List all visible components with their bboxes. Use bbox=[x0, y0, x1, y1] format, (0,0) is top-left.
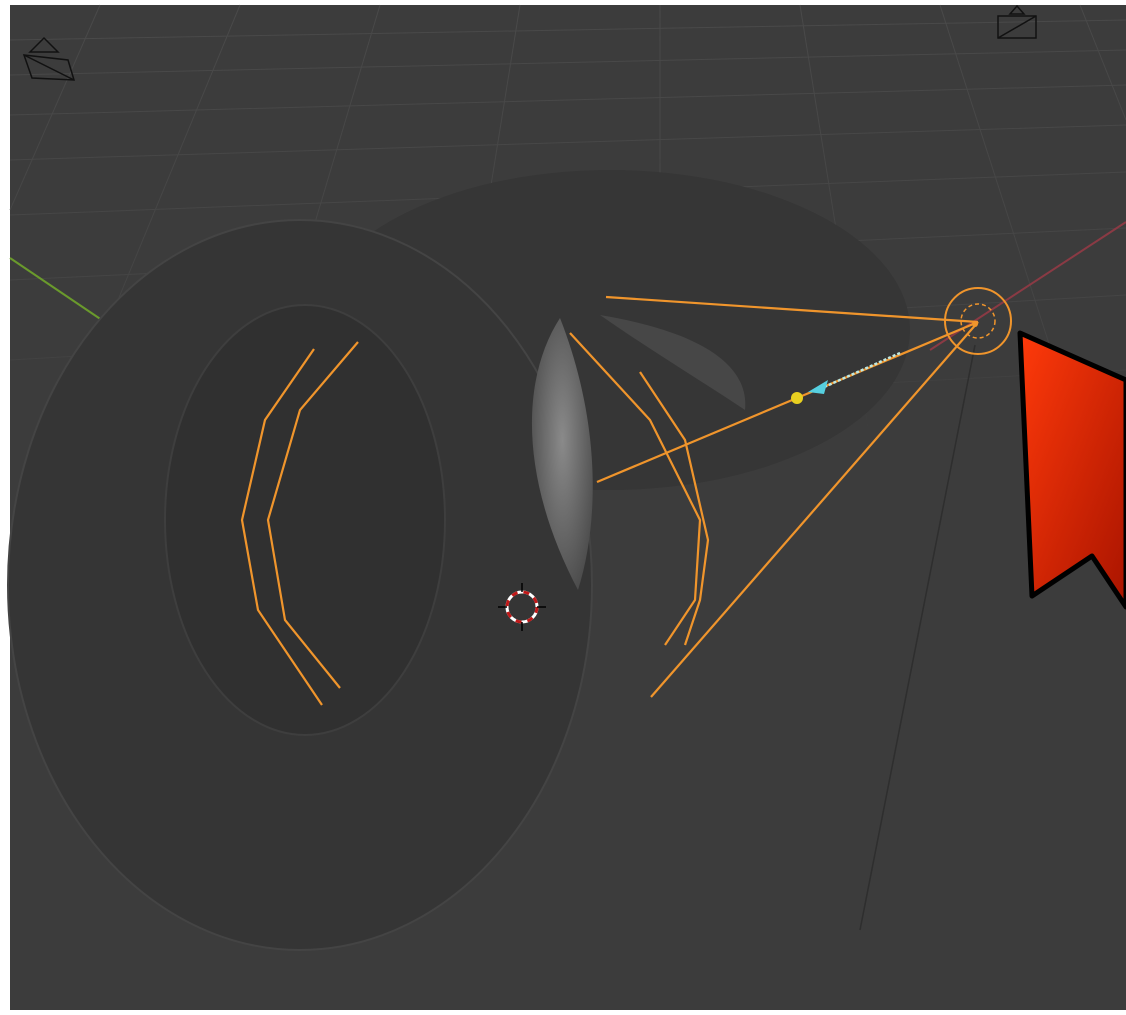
spot-light-gizmo[interactable] bbox=[944, 287, 1012, 355]
3d-cursor[interactable] bbox=[498, 583, 546, 631]
camera-edge bbox=[23, 54, 75, 81]
annotation-arrow bbox=[1017, 330, 1126, 610]
light-cone-arc bbox=[569, 332, 702, 646]
light-direction-line bbox=[859, 344, 976, 931]
camera-edge bbox=[997, 15, 1037, 39]
light-cone-line bbox=[596, 396, 798, 484]
grid-line bbox=[9, 49, 1126, 76]
light-target-line bbox=[821, 351, 901, 390]
grid-line bbox=[1079, 4, 1126, 121]
spot-light-inner bbox=[960, 303, 996, 339]
camera-icon[interactable] bbox=[22, 36, 76, 81]
torus-hole bbox=[164, 304, 446, 736]
grid-line bbox=[9, 84, 1126, 116]
grid-line bbox=[9, 124, 1126, 161]
light-cone-arc bbox=[266, 341, 359, 689]
light-target-arrow[interactable] bbox=[808, 380, 828, 394]
light-target-handle[interactable] bbox=[791, 392, 803, 404]
camera-frame bbox=[997, 15, 1037, 39]
lens-shape[interactable] bbox=[531, 318, 593, 590]
light-cone-line bbox=[650, 321, 979, 698]
light-cone-arc bbox=[639, 371, 710, 646]
camera-icon[interactable] bbox=[997, 4, 1037, 39]
camera-triangle bbox=[1008, 4, 1026, 15]
grid-line bbox=[9, 4, 101, 211]
light-cone-line bbox=[605, 295, 979, 324]
light-cone-arc bbox=[240, 348, 323, 706]
grid-line bbox=[9, 19, 1126, 41]
spot-light-center bbox=[972, 321, 978, 327]
camera-triangle bbox=[28, 36, 60, 53]
lens-highlight bbox=[600, 315, 746, 410]
